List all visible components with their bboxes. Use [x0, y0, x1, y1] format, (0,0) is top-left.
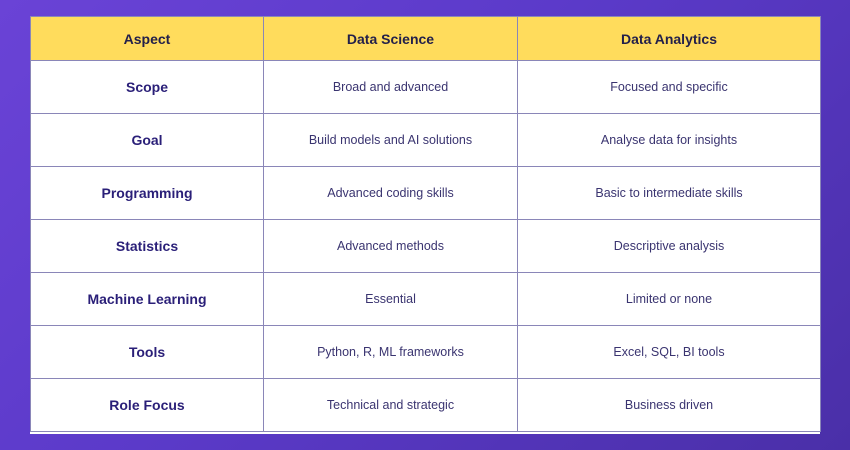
aspect-cell: Statistics	[30, 219, 264, 273]
data-analytics-cell: Basic to intermediate skills	[517, 166, 821, 220]
table-row: Goal Build models and AI solutions Analy…	[30, 113, 821, 167]
table-row: Role Focus Technical and strategic Busin…	[30, 378, 821, 432]
comparison-table-container: Aspect Data Science Data Analytics Scope…	[30, 16, 821, 434]
table-row: Statistics Advanced methods Descriptive …	[30, 219, 821, 273]
comparison-table: Aspect Data Science Data Analytics Scope…	[30, 16, 821, 432]
data-science-cell: Build models and AI solutions	[263, 113, 518, 167]
data-analytics-cell: Business driven	[517, 378, 821, 432]
data-science-cell: Technical and strategic	[263, 378, 518, 432]
aspect-cell: Goal	[30, 113, 264, 167]
data-science-cell: Advanced coding skills	[263, 166, 518, 220]
data-analytics-cell: Analyse data for insights	[517, 113, 821, 167]
table-row: Programming Advanced coding skills Basic…	[30, 166, 821, 220]
table-row: Tools Python, R, ML frameworks Excel, SQ…	[30, 325, 821, 379]
data-analytics-cell: Excel, SQL, BI tools	[517, 325, 821, 379]
data-analytics-cell: Limited or none	[517, 272, 821, 326]
aspect-cell: Tools	[30, 325, 264, 379]
data-science-cell: Python, R, ML frameworks	[263, 325, 518, 379]
data-science-cell: Advanced methods	[263, 219, 518, 273]
data-science-cell: Broad and advanced	[263, 60, 518, 114]
table-header-row: Aspect Data Science Data Analytics	[30, 16, 821, 61]
data-analytics-cell: Descriptive analysis	[517, 219, 821, 273]
table-row: Scope Broad and advanced Focused and spe…	[30, 60, 821, 114]
data-analytics-cell: Focused and specific	[517, 60, 821, 114]
header-data-analytics: Data Analytics	[517, 16, 821, 61]
aspect-cell: Role Focus	[30, 378, 264, 432]
aspect-cell: Machine Learning	[30, 272, 264, 326]
aspect-cell: Scope	[30, 60, 264, 114]
data-science-cell: Essential	[263, 272, 518, 326]
table-row: Machine Learning Essential Limited or no…	[30, 272, 821, 326]
aspect-cell: Programming	[30, 166, 264, 220]
header-data-science: Data Science	[263, 16, 518, 61]
header-aspect: Aspect	[30, 16, 264, 61]
